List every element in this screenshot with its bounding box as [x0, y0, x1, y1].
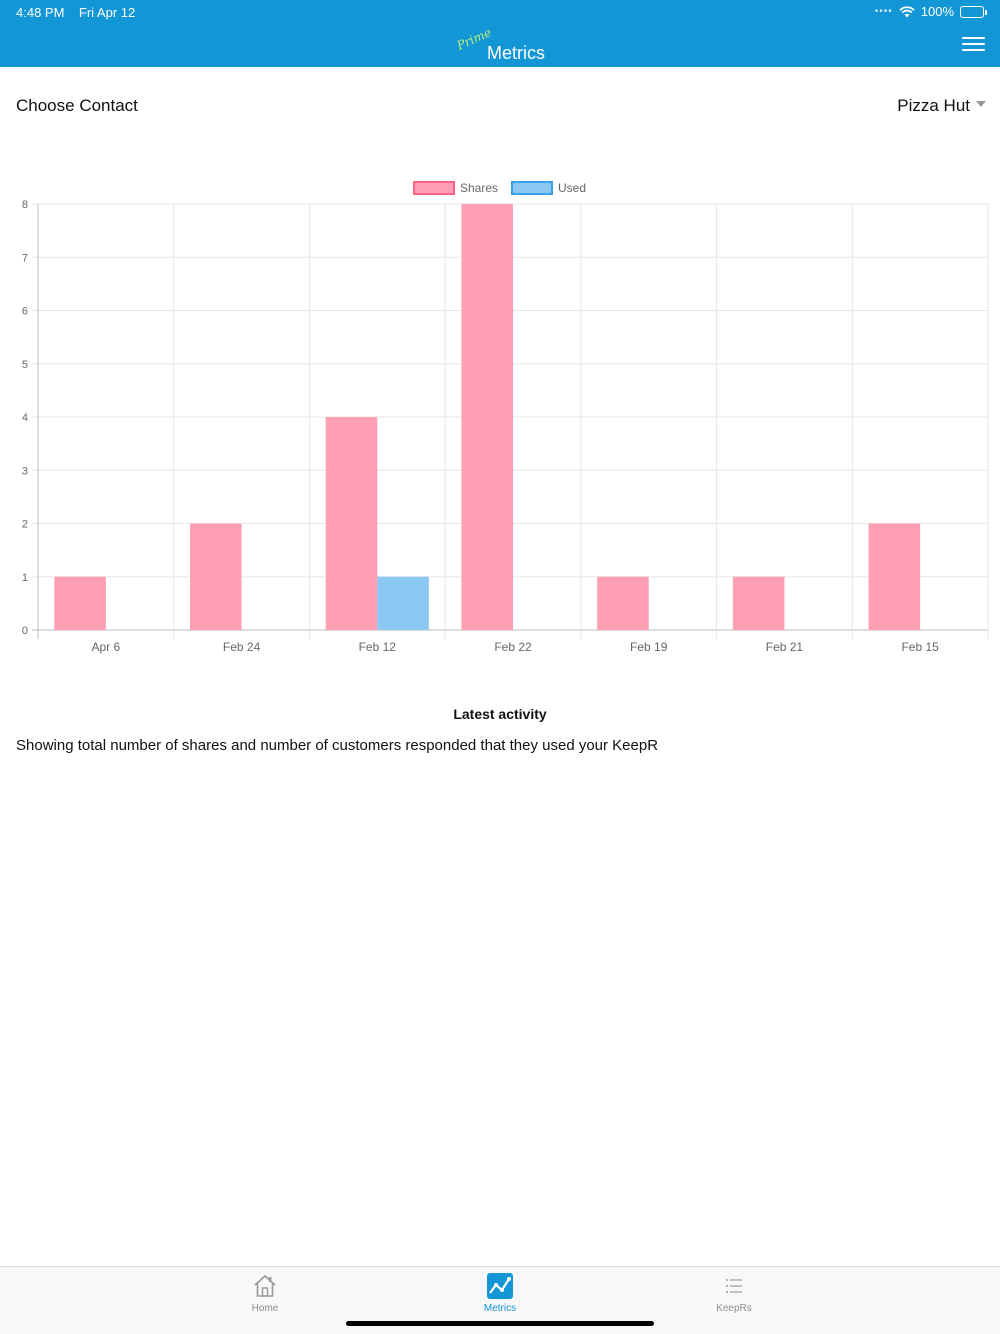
- x-tick-label: Feb 21: [766, 640, 804, 654]
- chart-legend[interactable]: Shares Used: [413, 181, 586, 195]
- status-time: 4:48 PM: [16, 5, 65, 20]
- page-title: Metrics: [487, 43, 545, 63]
- battery-icon: [960, 5, 987, 18]
- y-tick-label: 2: [22, 519, 28, 531]
- signal-icon: ••••: [874, 6, 893, 17]
- y-tick-label: 3: [22, 465, 28, 477]
- contact-selected-value: Pizza Hut: [897, 96, 970, 115]
- contact-select[interactable]: Pizza Hut: [897, 96, 986, 116]
- bar-shares: [190, 523, 242, 630]
- tab-keeprs[interactable]: KeepRs: [674, 1271, 794, 1314]
- bar-used: [377, 576, 429, 630]
- legend-swatch-used: [511, 181, 553, 195]
- bar-shares: [325, 417, 378, 630]
- wifi-icon: [899, 5, 915, 17]
- battery-percent: 100%: [920, 4, 954, 19]
- x-tick-label: Feb 12: [359, 640, 397, 654]
- tab-metrics-label: Metrics: [483, 1303, 517, 1314]
- home-icon: [254, 1274, 276, 1297]
- y-tick-label: 0: [22, 625, 28, 637]
- bar-shares: [597, 576, 649, 630]
- legend-label-shares: Shares: [460, 181, 498, 195]
- tab-keeprs-label: KeepRs: [716, 1303, 752, 1314]
- metrics-icon: [487, 1273, 513, 1299]
- activity-title: Latest activity: [453, 706, 547, 722]
- hamburger-menu-icon[interactable]: [962, 37, 985, 53]
- x-tick-label: Feb 22: [494, 640, 532, 654]
- metrics-chart: 0 1 2 3 4 5 6 7 8 Apr 6 Feb 24 Feb 12 Feb 22 Feb 19 Fe…: [0, 170, 1000, 670]
- y-tick-label: 8: [22, 199, 28, 211]
- contact-label: Choose Contact: [16, 96, 138, 115]
- y-tick-label: 7: [22, 252, 28, 264]
- activity-description: Showing total number of shares and numbe…: [16, 737, 659, 754]
- bar-shares: [868, 523, 921, 630]
- tab-metrics[interactable]: Metrics: [440, 1271, 560, 1314]
- x-tick-label: Feb 24: [223, 640, 261, 654]
- home-indicator: [346, 1321, 654, 1326]
- bar-shares: [732, 576, 785, 630]
- x-tick-label: Feb 15: [901, 640, 939, 654]
- legend-swatch-shares: [413, 181, 455, 195]
- x-tick-label: Apr 6: [92, 640, 121, 654]
- tab-home-label: Home: [251, 1303, 279, 1314]
- chart-bars: [54, 204, 921, 630]
- bar-shares: [461, 204, 513, 630]
- legend-label-used: Used: [558, 181, 586, 195]
- x-tick-label: Feb 19: [630, 640, 668, 654]
- chart-axes: 0 1 2 3 4 5 6 7 8 Apr 6 Feb 24 Feb 12 Feb 22 Feb 19 Fe…: [22, 199, 939, 654]
- list-icon: [726, 1279, 742, 1293]
- bar-shares: [54, 576, 106, 630]
- status-bar-right: •••• 100%: [874, 4, 987, 19]
- chevron-down-icon: [976, 101, 986, 107]
- y-tick-label: 5: [22, 359, 28, 371]
- y-tick-label: 6: [22, 306, 28, 318]
- bar-chart: 0 1 2 3 4 5 6 7 8 Apr 6 Feb 24 Feb 12 Feb 22 Feb 19 Fe…: [22, 181, 989, 654]
- tab-home[interactable]: Home: [205, 1271, 325, 1314]
- y-tick-label: 1: [22, 572, 28, 584]
- status-date: Fri Apr 12: [78, 5, 136, 20]
- contact-chooser: Choose Contact Pizza Hut: [0, 90, 1000, 122]
- status-bar-time: 4:48 PM Fri Apr 12: [16, 5, 135, 20]
- y-tick-label: 4: [22, 412, 28, 424]
- app-header: 4:48 PM Fri Apr 12 •••• 100% Prime Metri…: [0, 0, 1000, 67]
